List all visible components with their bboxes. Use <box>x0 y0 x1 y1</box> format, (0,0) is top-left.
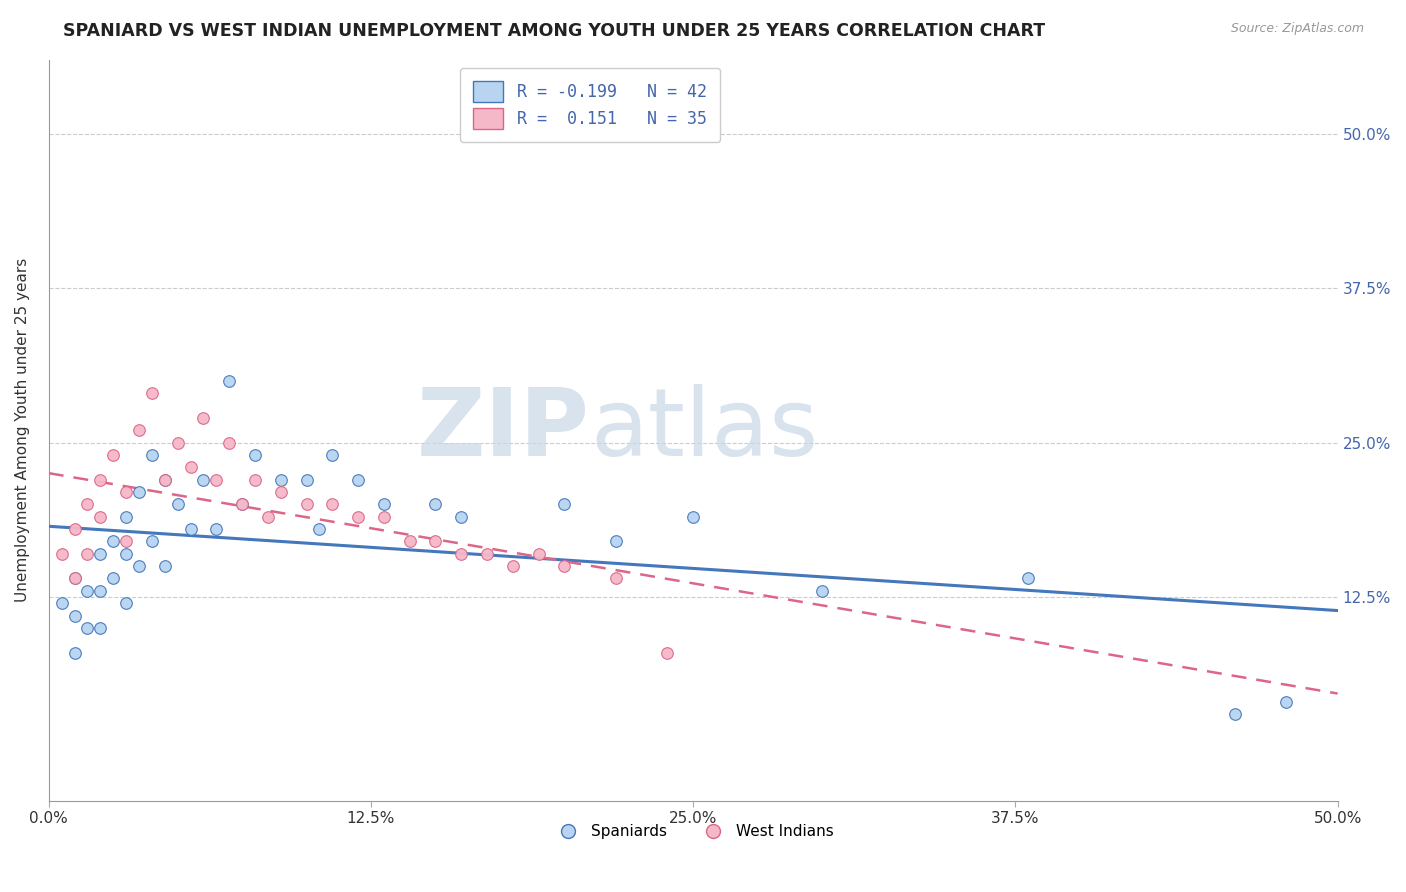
Point <box>115 509 138 524</box>
Text: ZIP: ZIP <box>418 384 591 476</box>
Y-axis label: Unemployment Among Youth under 25 years: Unemployment Among Youth under 25 years <box>15 258 30 602</box>
Point <box>128 423 150 437</box>
Point <box>141 448 163 462</box>
Point <box>153 473 176 487</box>
Point <box>166 497 188 511</box>
Point <box>180 522 202 536</box>
Point <box>475 547 498 561</box>
Point <box>115 534 138 549</box>
Point <box>657 646 679 660</box>
Point <box>295 497 318 511</box>
Point <box>128 559 150 574</box>
Point <box>811 583 834 598</box>
Point <box>51 547 73 561</box>
Point <box>308 522 330 536</box>
Point <box>243 448 266 462</box>
Point <box>76 621 98 635</box>
Text: atlas: atlas <box>591 384 818 476</box>
Point <box>63 572 86 586</box>
Point <box>193 473 215 487</box>
Point <box>321 497 343 511</box>
Point <box>76 497 98 511</box>
Text: SPANIARD VS WEST INDIAN UNEMPLOYMENT AMONG YOUTH UNDER 25 YEARS CORRELATION CHAR: SPANIARD VS WEST INDIAN UNEMPLOYMENT AMO… <box>63 22 1046 40</box>
Point <box>153 559 176 574</box>
Point <box>193 410 215 425</box>
Point <box>218 374 240 388</box>
Point <box>115 596 138 610</box>
Point <box>682 509 704 524</box>
Point <box>76 583 98 598</box>
Point <box>425 497 447 511</box>
Point <box>180 460 202 475</box>
Point <box>103 572 125 586</box>
Point <box>141 386 163 401</box>
Point <box>115 485 138 500</box>
Point <box>373 509 395 524</box>
Point <box>89 473 111 487</box>
Point <box>605 572 627 586</box>
Point <box>502 559 524 574</box>
Point <box>553 497 575 511</box>
Point <box>450 547 472 561</box>
Point <box>128 485 150 500</box>
Point <box>373 497 395 511</box>
Point <box>1017 572 1039 586</box>
Point <box>115 547 138 561</box>
Point <box>398 534 420 549</box>
Point <box>321 448 343 462</box>
Point <box>243 473 266 487</box>
Point <box>63 572 86 586</box>
Point <box>166 435 188 450</box>
Point <box>295 473 318 487</box>
Point <box>231 497 253 511</box>
Point <box>63 646 86 660</box>
Point <box>605 534 627 549</box>
Point <box>1275 695 1298 709</box>
Point <box>153 473 176 487</box>
Text: Source: ZipAtlas.com: Source: ZipAtlas.com <box>1230 22 1364 36</box>
Point <box>205 522 228 536</box>
Point <box>89 621 111 635</box>
Point <box>89 547 111 561</box>
Point <box>103 448 125 462</box>
Point <box>257 509 280 524</box>
Point <box>63 522 86 536</box>
Point <box>270 473 292 487</box>
Point <box>89 509 111 524</box>
Point <box>141 534 163 549</box>
Point <box>553 559 575 574</box>
Point <box>231 497 253 511</box>
Point <box>205 473 228 487</box>
Legend: Spaniards, West Indians: Spaniards, West Indians <box>547 818 839 845</box>
Point <box>76 547 98 561</box>
Point <box>527 547 550 561</box>
Point <box>425 534 447 549</box>
Point <box>63 608 86 623</box>
Point <box>51 596 73 610</box>
Point <box>218 435 240 450</box>
Point <box>1223 707 1246 722</box>
Point <box>103 534 125 549</box>
Point <box>347 473 370 487</box>
Point <box>270 485 292 500</box>
Point <box>347 509 370 524</box>
Point <box>450 509 472 524</box>
Point <box>89 583 111 598</box>
